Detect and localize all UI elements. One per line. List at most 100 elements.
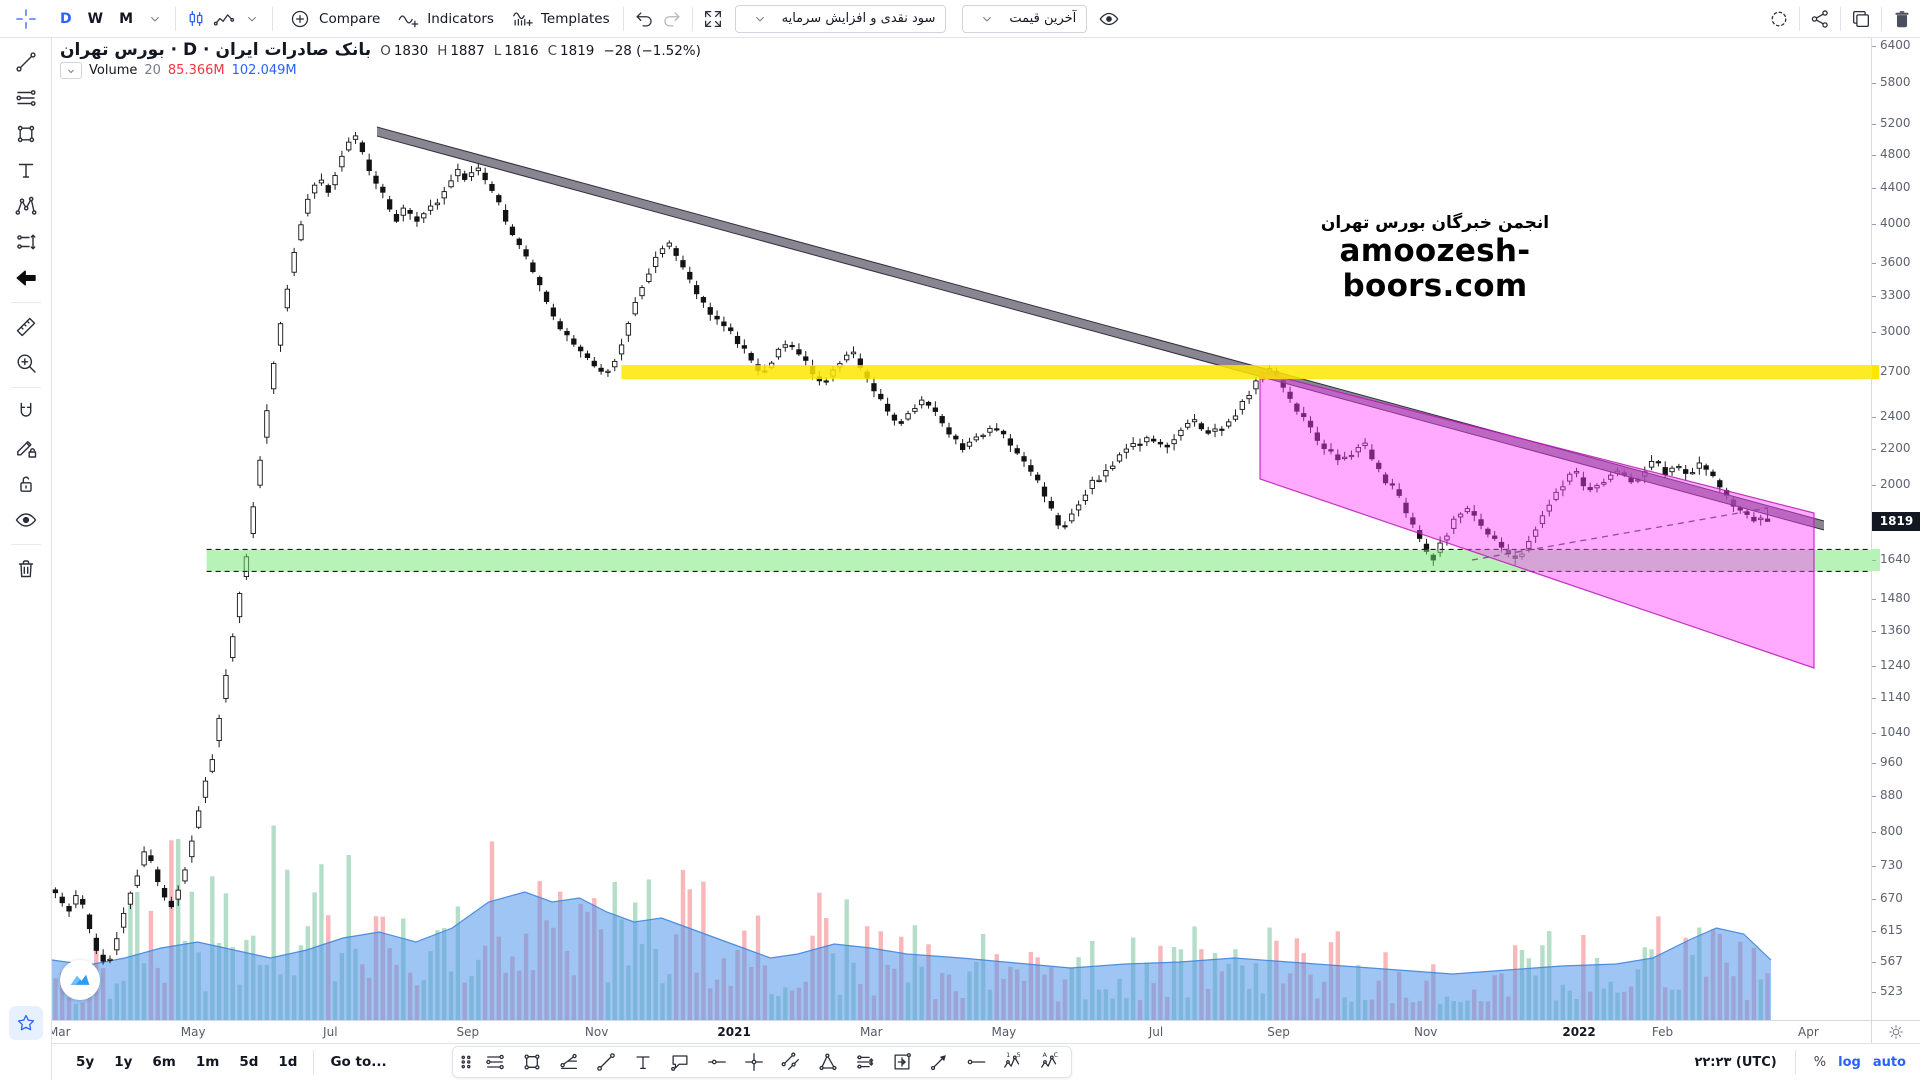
adjustment-select[interactable]: سود نقدی و افزایش سرمایه <box>734 4 947 33</box>
axis-settings-corner[interactable] <box>1871 1020 1920 1043</box>
chart-area[interactable]: انجمن خبرگان بورس تهران amoozesh-boors.c… <box>52 38 1871 1020</box>
range-button-6m[interactable]: 6m <box>152 1054 176 1070</box>
indicators-button[interactable]: Indicators <box>387 5 501 33</box>
range-button-1y[interactable]: 1y <box>114 1054 133 1070</box>
eye-icon[interactable] <box>1095 5 1123 33</box>
price-tick-label: 1480 <box>1880 591 1911 606</box>
undo-icon[interactable] <box>630 5 658 33</box>
style-menu-chevron-icon[interactable] <box>238 5 266 33</box>
goto-button[interactable]: Go to... <box>330 1054 387 1070</box>
favorites-star-icon[interactable] <box>8 1006 43 1040</box>
settings-gear-icon[interactable] <box>1765 5 1793 33</box>
redo-icon[interactable] <box>658 5 686 33</box>
regression-trend-icon[interactable] <box>476 1047 513 1077</box>
price-tick-mark <box>1872 332 1876 334</box>
long-position-icon[interactable] <box>846 1047 883 1077</box>
fib-retracement-icon[interactable] <box>550 1047 587 1077</box>
price-axis[interactable]: 6400 5800 5200 4800 4400 4000 3600 3300 3000 2700… <box>1871 38 1920 1020</box>
volume-study-label[interactable]: Volume <box>89 63 138 78</box>
publish-trash-icon[interactable] <box>1888 5 1916 33</box>
time-tick-label: Apr <box>1798 1025 1819 1039</box>
price-tick-label: 960 <box>1880 754 1903 769</box>
multi-line-tool-icon[interactable] <box>9 81 43 115</box>
compare-label: Compare <box>319 10 381 27</box>
time-tick-label: Jul <box>323 1025 338 1039</box>
magnet-tool-icon[interactable] <box>9 395 43 429</box>
remove-drawings-tool-icon[interactable] <box>9 552 43 586</box>
share-icon[interactable] <box>1806 5 1834 33</box>
zoom-in-tool-icon[interactable] <box>9 346 43 380</box>
last-price-label: 1819 <box>1872 511 1920 531</box>
range-button-1d[interactable]: 1d <box>278 1054 298 1070</box>
change-value: −28 (−1.52%) <box>603 43 701 59</box>
divider <box>10 544 41 545</box>
volume-collapse-button[interactable] <box>60 62 82 79</box>
range-button-1m[interactable]: 1m <box>195 1054 220 1070</box>
ruler-tool-icon[interactable] <box>9 310 43 344</box>
chart-legend: بورس تهران · D · بانک صادرات ایران O 1830… <box>60 40 701 79</box>
price-tick-label: 2000 <box>1880 477 1911 492</box>
triangle-icon[interactable] <box>809 1047 846 1077</box>
price-tick-mark <box>1872 83 1876 85</box>
horizontal-line-icon[interactable] <box>698 1047 735 1077</box>
xabcd-pattern-tool-icon[interactable] <box>9 189 43 223</box>
fullscreen-icon[interactable] <box>699 5 727 33</box>
shapes-tool-icon[interactable] <box>9 117 43 151</box>
interval-menu-chevron-icon[interactable] <box>141 5 169 33</box>
divider <box>1799 6 1800 31</box>
percent-scale-button[interactable]: % <box>1813 1054 1827 1070</box>
callout-icon[interactable] <box>661 1047 698 1077</box>
date-price-range-icon[interactable] <box>883 1047 920 1077</box>
price-tick-mark <box>1872 992 1876 994</box>
sun-icon[interactable] <box>1882 1018 1910 1046</box>
green-band-axis-chip <box>1872 549 1880 572</box>
arrow-marker-icon[interactable] <box>920 1047 957 1077</box>
time-tick-label: Feb <box>1651 1025 1674 1039</box>
range-button-5y[interactable]: 5y <box>76 1054 95 1070</box>
line-style-icon[interactable] <box>210 5 238 33</box>
text-icon[interactable] <box>624 1047 661 1077</box>
trend-line-icon[interactable] <box>587 1047 624 1077</box>
price-tick-label: 880 <box>1880 787 1903 802</box>
price-tick-mark <box>1872 697 1876 699</box>
horizontal-ray-icon[interactable] <box>957 1047 994 1077</box>
divider <box>622 6 624 31</box>
range-button-5d[interactable]: 5d <box>239 1054 259 1070</box>
snapshot-icon[interactable] <box>1847 5 1875 33</box>
compare-button[interactable]: Compare <box>279 5 387 33</box>
interval-button-W[interactable]: W <box>87 10 104 27</box>
price-tick-label: 670 <box>1880 890 1903 905</box>
projection-tool-icon[interactable] <box>9 225 43 259</box>
templates-button[interactable]: Templates <box>501 5 617 33</box>
drag-handle-icon[interactable] <box>456 1047 476 1077</box>
time-tick-label: Sep <box>456 1025 480 1039</box>
clock[interactable]: ۲۲:۲۳ (UTC) <box>1694 1054 1777 1070</box>
text-tool-icon[interactable] <box>9 153 43 187</box>
price-tick-mark <box>1872 46 1876 47</box>
symbol-title[interactable]: بورس تهران · D · بانک صادرات ایران <box>60 40 372 60</box>
rectangle-icon[interactable] <box>513 1047 550 1077</box>
cross-line-icon[interactable] <box>735 1047 772 1077</box>
hide-drawings-tool-icon[interactable] <box>9 503 43 537</box>
trend-line-tool-icon[interactable] <box>9 45 43 79</box>
candlestick-style-icon[interactable] <box>182 5 210 33</box>
arrow-back-tool-icon[interactable] <box>9 261 43 295</box>
auto-scale-button[interactable]: auto <box>1872 1054 1906 1070</box>
price-tick-mark <box>1872 485 1876 487</box>
chart-logo-icon[interactable] <box>60 960 100 1000</box>
divider <box>691 6 693 31</box>
interval-button-M[interactable]: M <box>119 10 134 27</box>
price-tick-label: 3600 <box>1880 255 1911 270</box>
drawing-mode-tool-icon[interactable] <box>9 431 43 465</box>
log-scale-button[interactable]: log <box>1838 1054 1861 1070</box>
time-axis[interactable]: Mar May Jul Sep Nov 2021 Mar May Jul Sep Nov 2022 Fe… <box>48 1020 1871 1043</box>
price-mode-select[interactable]: آخرین قیمت <box>962 4 1088 33</box>
parallel-channel-icon[interactable] <box>772 1047 809 1077</box>
lock-tool-icon[interactable] <box>9 467 43 501</box>
price-chart-canvas[interactable] <box>52 38 1871 1020</box>
crosshair-icon[interactable] <box>12 5 40 33</box>
interval-button-D[interactable]: D <box>60 10 72 27</box>
